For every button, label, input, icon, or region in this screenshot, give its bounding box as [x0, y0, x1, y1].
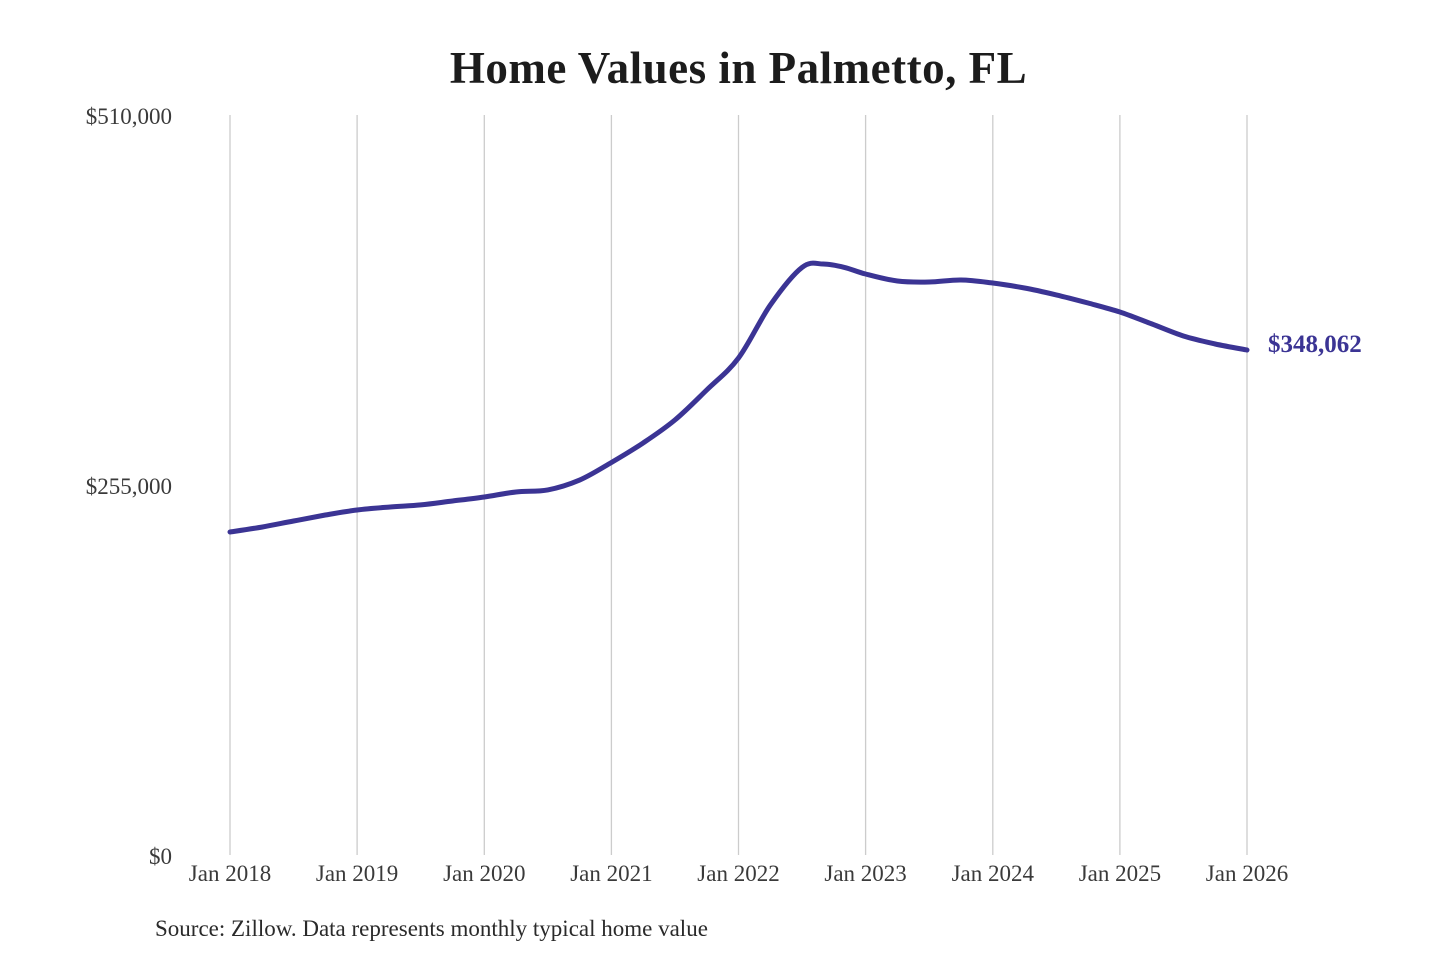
x-axis-label: Jan 2018: [189, 861, 271, 886]
x-axis-label: Jan 2025: [1079, 861, 1161, 886]
y-axis-label: $510,000: [86, 104, 172, 129]
x-axis-label: Jan 2022: [697, 861, 779, 886]
x-axis-label: Jan 2023: [824, 861, 906, 886]
x-axis-label: Jan 2019: [316, 861, 398, 886]
current-value-label: $348,062: [1268, 331, 1362, 358]
x-axis-label: Jan 2020: [443, 861, 525, 886]
x-axis-label: Jan 2026: [1206, 861, 1288, 886]
source-note: Source: Zillow. Data represents monthly …: [155, 916, 708, 941]
x-axis-label: Jan 2021: [570, 861, 652, 886]
chart-title: Home Values in Palmetto, FL: [449, 43, 1028, 93]
y-axis-label: $0: [149, 844, 172, 869]
y-axis-label: $255,000: [86, 474, 172, 499]
value-line: [227, 260, 1250, 535]
x-axis-label: Jan 2024: [952, 861, 1035, 886]
